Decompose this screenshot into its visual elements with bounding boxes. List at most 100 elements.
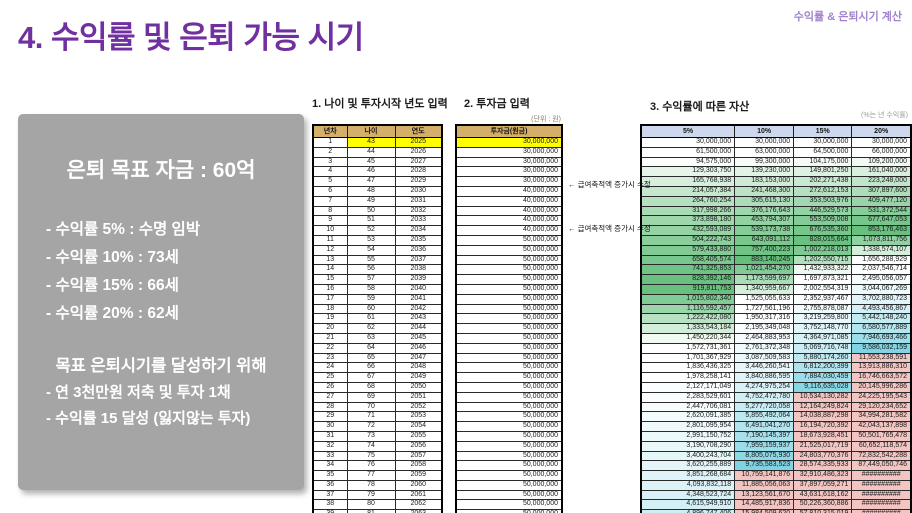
table-cell: 1,340,959,667	[734, 283, 795, 295]
table-row: 23 65 2047	[312, 352, 443, 364]
table-cell: 4,493,456,867	[851, 303, 912, 315]
table-cell: 2,037,546,714	[851, 264, 912, 276]
table-row: 26 68 2050	[312, 381, 443, 393]
table-cell: 1,173,599,697	[734, 274, 795, 285]
table-cell: 54	[346, 244, 396, 256]
table-cell: 33	[312, 450, 348, 462]
table-cell: 63	[346, 332, 396, 344]
table-row: 50,000,000	[455, 479, 563, 491]
table-row: 50,000,000	[455, 440, 563, 452]
table-row: 50,000,000	[455, 470, 563, 481]
table-row: 4,896,747,40615,984,509,62057,810,315,01…	[640, 509, 912, 513]
table-cell: 69	[346, 391, 396, 403]
table-cell: 11,885,056,063	[734, 479, 795, 491]
table-cell: 29	[312, 411, 348, 423]
table-cell: 30,000,000	[455, 176, 563, 187]
table-row: 1,701,367,929 3,087,509,583 5,880,174,260 1…	[640, 352, 912, 364]
table-cell: 66	[346, 362, 396, 374]
table-cell: 2,495,056,057	[851, 274, 912, 285]
table-cell: 828,392,146	[640, 274, 736, 285]
table-row: 2,283,529,601 4,752,472,780 10,534,130,282…	[640, 391, 912, 403]
table-cell: 9,735,583,523	[734, 460, 795, 472]
table-cell: 1,836,436,325	[640, 362, 736, 374]
table-row: 14 56 2038	[312, 264, 443, 276]
table-row: 50,000,000	[455, 332, 563, 344]
scenario-item: - 수익률 10% : 73세	[46, 249, 179, 266]
table-cell: 3	[312, 156, 348, 168]
table-row: 1,333,543,184 2,195,349,048 3,752,148,770 6…	[640, 323, 912, 334]
table-cell: 60,652,118,574	[851, 440, 912, 452]
action-item: - 연 3천만원 저축 및 투자 1채	[46, 384, 231, 401]
table-cell: 16,746,663,572	[851, 372, 912, 383]
table-cell: 7,946,693,466	[851, 332, 912, 344]
table-cell: 66,000,000	[851, 146, 912, 158]
table-cell: 307,897,600	[851, 185, 912, 197]
table-cell: 12	[312, 244, 348, 256]
table-cell: 2042	[394, 303, 443, 315]
table-cell: 50,000,000	[455, 470, 563, 481]
table-cell: 13,913,886,310	[851, 362, 912, 374]
table-cell: 50,501,765,478	[851, 430, 912, 442]
table-row: 3,851,268,684 10,759,141,876 32,910,486,32…	[640, 470, 912, 481]
table-row: 373,898,180 453,794,307 553,509,008 677,647…	[640, 215, 912, 227]
table-cell: 2040	[394, 283, 443, 295]
table-cell: 50,226,360,886	[793, 499, 853, 511]
table-row: 11 53 2035	[312, 234, 443, 246]
table-cell: 757,400,223	[734, 244, 795, 256]
table-cell: 2052	[394, 401, 443, 413]
table-cell: 5	[312, 176, 348, 187]
table-cell: 504,222,743	[640, 234, 736, 246]
table-row: 32 74 2056	[312, 440, 443, 452]
table-row: 504,222,743 643,091,112 828,015,664 1,073,8…	[640, 234, 912, 246]
table-row: 50,000,000	[455, 460, 563, 472]
table-cell: 25	[312, 372, 348, 383]
table-row: 25 67 2049	[312, 372, 443, 383]
table-row: 50,000,000	[455, 293, 563, 305]
table-cell: 73	[346, 430, 396, 442]
table-cell: 658,405,574	[640, 254, 736, 266]
table-cell: 446,529,573	[793, 205, 853, 217]
table-cell: 50,000,000	[455, 460, 563, 472]
table-row: 214,057,384 241,468,300 272,612,153 307,897…	[640, 185, 912, 197]
table-cell: 853,176,463	[851, 225, 912, 236]
table-row: 35 77 2059	[312, 470, 443, 481]
table-cell: 4,364,971,085	[793, 332, 853, 344]
table-cell: 1,525,055,633	[734, 293, 795, 305]
table-cell: 1,701,367,929	[640, 352, 736, 364]
table-header-row: 년차 나이 연도	[312, 124, 443, 138]
table-cell: 65	[346, 352, 396, 364]
table-row: 30,000,000	[455, 166, 563, 178]
table-cell: 50,000,000	[455, 450, 563, 462]
table-header-row: 투자금(원금)	[455, 124, 563, 138]
table-row: 50,000,000	[455, 421, 563, 432]
table-cell: 52	[346, 225, 396, 236]
table-cell: 46	[346, 166, 396, 178]
table-cell: 56	[346, 264, 396, 276]
table-cell: 2062	[394, 499, 443, 511]
column-header: 15%	[793, 124, 853, 138]
table-row: 4,348,523,724 13,123,561,670 43,631,618,16…	[640, 489, 912, 501]
table-row: 50,000,000	[455, 244, 563, 256]
table-cell: 2043	[394, 313, 443, 325]
table-row: 50,000,000	[455, 362, 563, 374]
table-row: 6 48 2030	[312, 185, 443, 197]
table-cell: 20,145,996,286	[851, 381, 912, 393]
table-cell: 19	[312, 313, 348, 325]
table-cell: 1,116,592,457	[640, 303, 736, 315]
table-cell: 32	[312, 440, 348, 452]
asset-table: 5% 10% 15% 20% 30,000,000 30,000,000 30,000,00…	[640, 124, 912, 513]
table-cell: 1,572,731,361	[640, 342, 736, 354]
table-cell: 8	[312, 205, 348, 217]
table-cell: 579,433,880	[640, 244, 736, 256]
table-cell: 2,755,878,087	[793, 303, 853, 315]
table-cell: 2049	[394, 372, 443, 383]
table-row: 1,836,436,325 3,446,260,541 6,812,200,399 1…	[640, 362, 912, 374]
table-cell: 30,000,000	[734, 137, 795, 148]
table-cell: 2051	[394, 391, 443, 403]
table-cell: 8,805,075,930	[734, 450, 795, 462]
table-cell: 272,612,153	[793, 185, 853, 197]
summary-heading: 은퇴 목표 자금 : 60억	[66, 159, 256, 182]
table-row: 30,000,000	[455, 176, 563, 187]
table-row: 50,000,000	[455, 313, 563, 325]
